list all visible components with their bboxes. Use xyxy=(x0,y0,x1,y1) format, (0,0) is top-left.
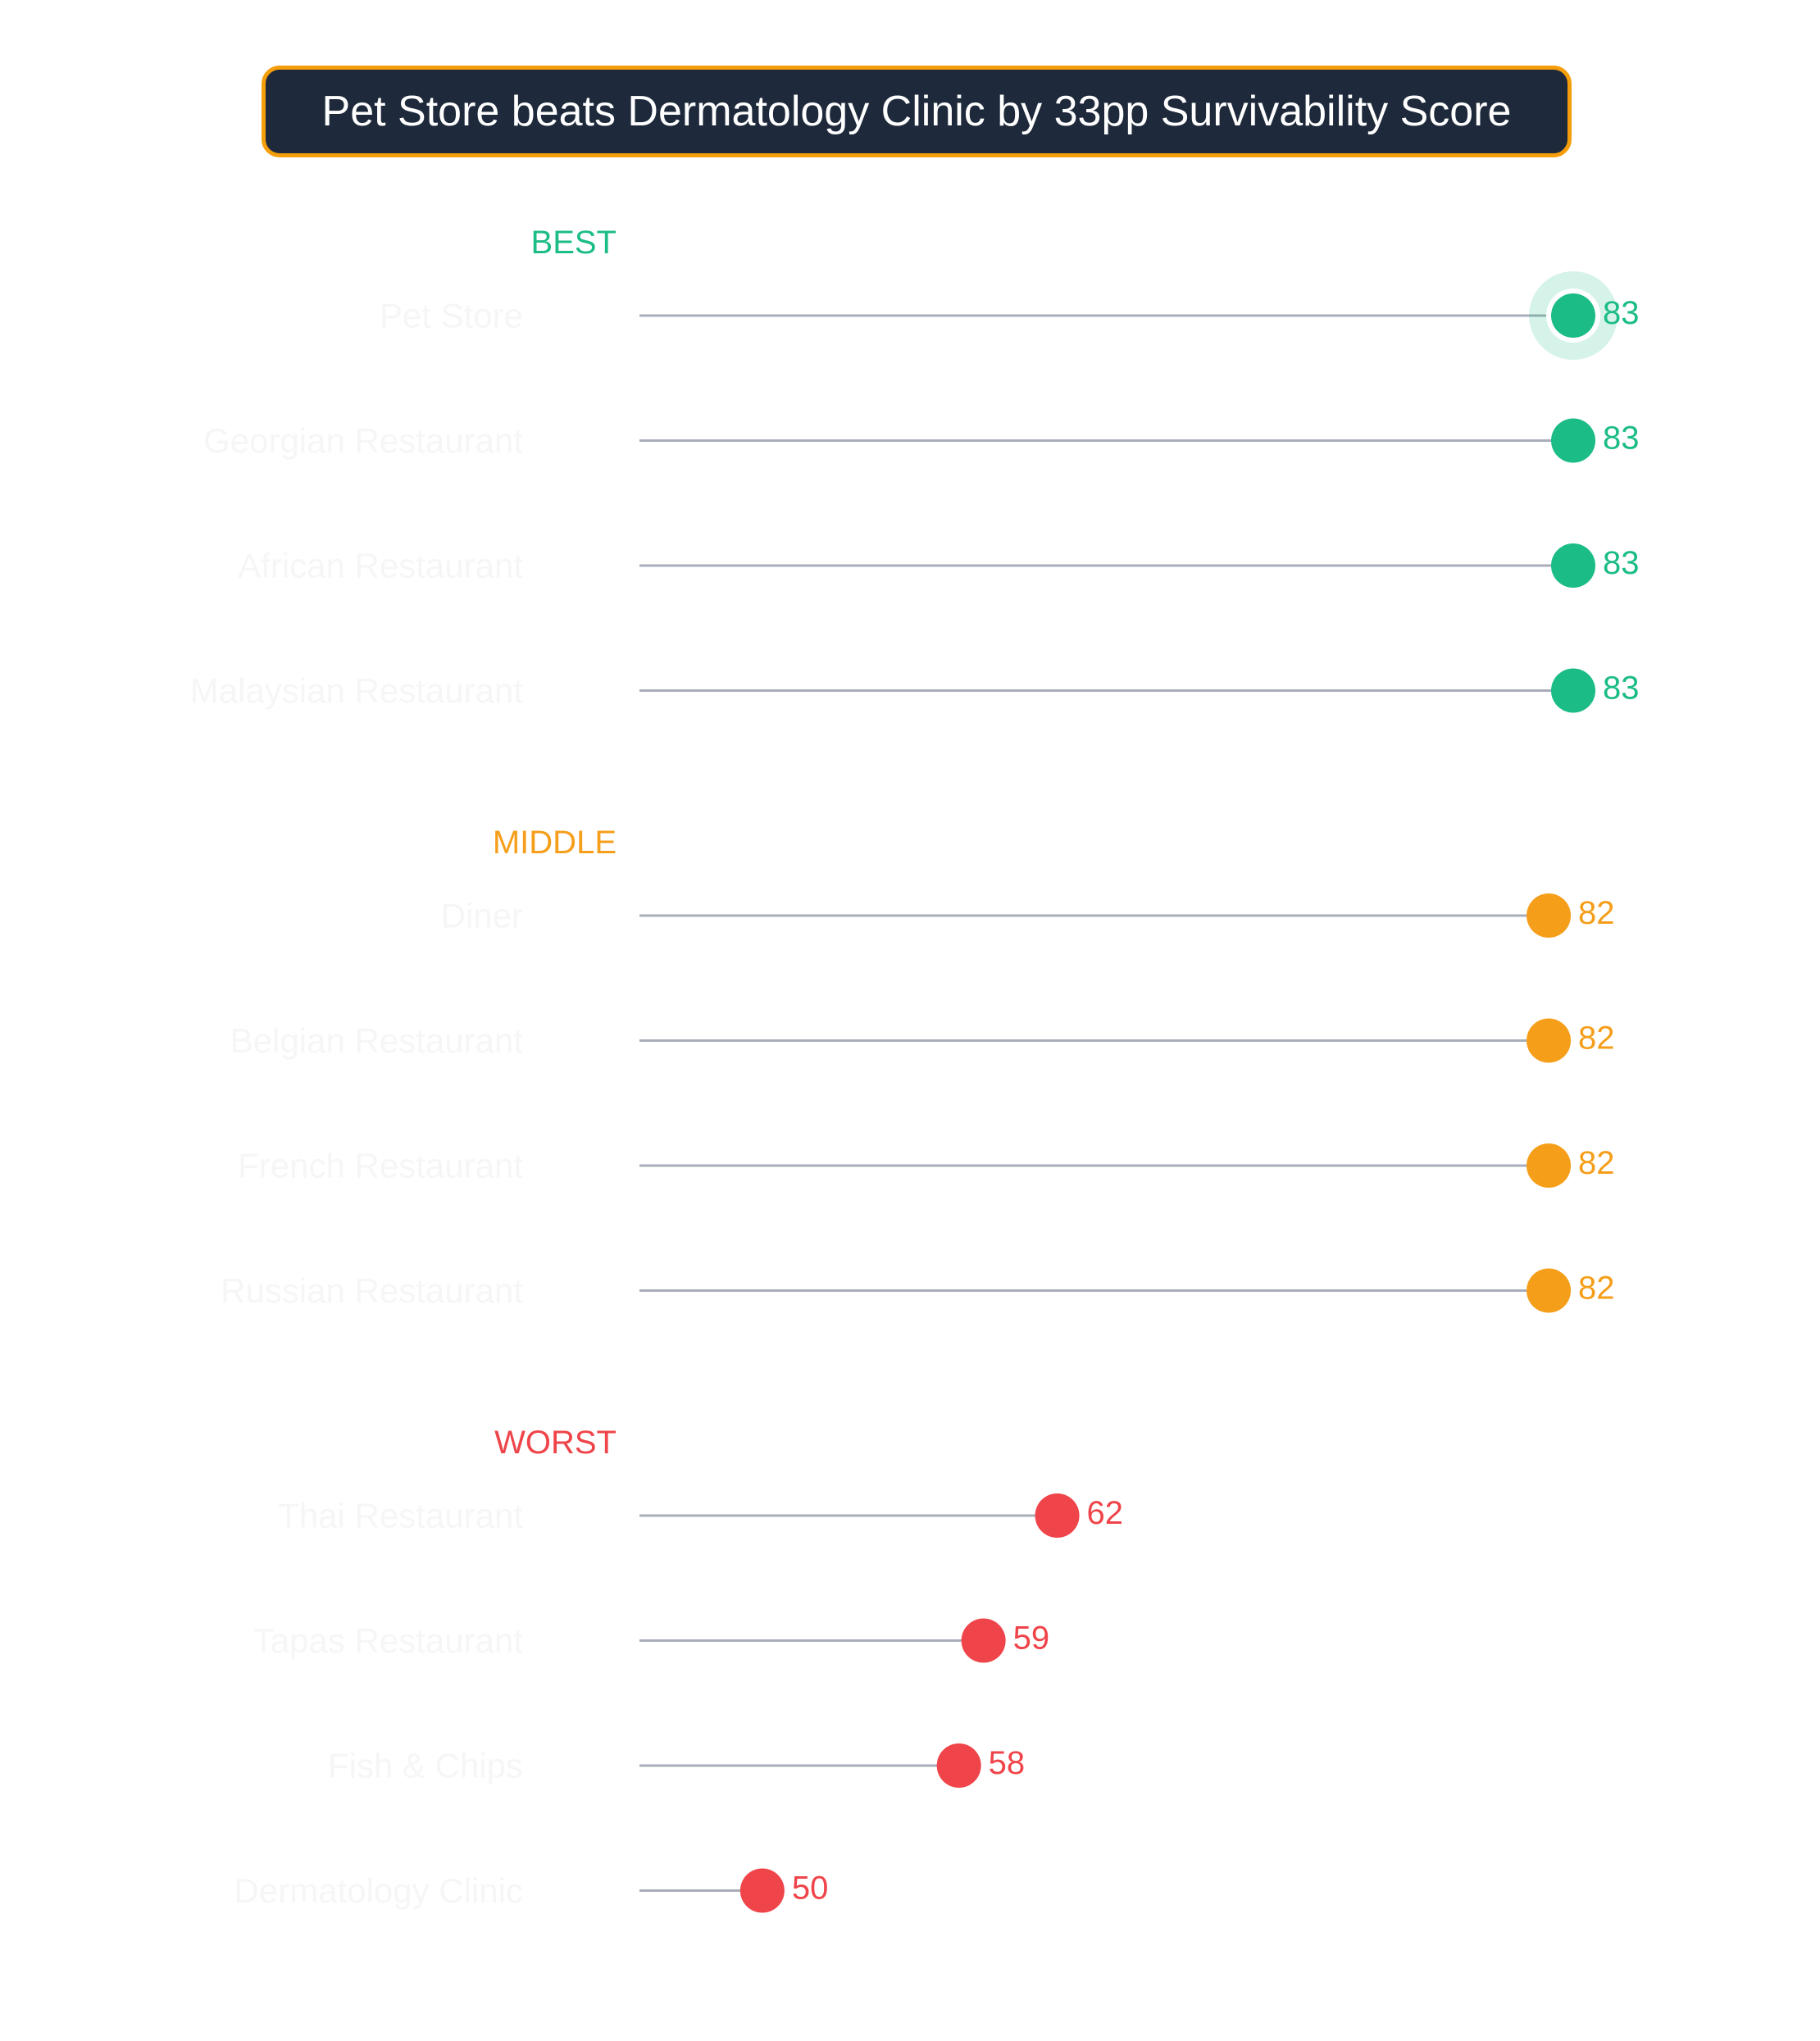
dot-french-restaurant xyxy=(1527,1143,1572,1188)
dot-tapas-restaurant xyxy=(961,1618,1006,1663)
value-label-diner: 82 xyxy=(1578,895,1615,931)
value-label-tapas-restaurant: 59 xyxy=(1013,1621,1050,1657)
group-label-middle: MIDDLE xyxy=(493,825,617,861)
category-label-dermatology-clinic: Dermatology Clinic xyxy=(234,1871,523,1910)
category-label-pet-store: Pet Store xyxy=(380,297,523,335)
value-label-dermatology-clinic: 50 xyxy=(792,1871,829,1907)
dot-diner xyxy=(1527,893,1572,938)
category-label-african-restaurant: African Restaurant xyxy=(238,547,523,585)
value-label-belgian-restaurant: 82 xyxy=(1578,1020,1615,1057)
category-label-belgian-restaurant: Belgian Restaurant xyxy=(230,1021,524,1060)
value-label-pet-store: 83 xyxy=(1603,295,1640,331)
value-label-fish-chips: 58 xyxy=(989,1745,1026,1781)
dot-dermatology-clinic xyxy=(739,1868,785,1913)
value-label-french-restaurant: 82 xyxy=(1578,1145,1615,1181)
category-label-fish-chips: Fish & Chips xyxy=(328,1747,523,1785)
category-label-thai-restaurant: Thai Restaurant xyxy=(278,1497,523,1535)
dot-pet-store xyxy=(1551,293,1596,338)
value-label-georgian-restaurant: 83 xyxy=(1603,420,1640,457)
value-label-african-restaurant: 83 xyxy=(1603,545,1640,581)
dot-georgian-restaurant xyxy=(1551,418,1596,463)
value-label-thai-restaurant: 62 xyxy=(1087,1495,1124,1531)
dot-belgian-restaurant xyxy=(1527,1018,1572,1063)
dot-russian-restaurant xyxy=(1527,1268,1572,1313)
value-label-malaysian-restaurant: 83 xyxy=(1603,670,1640,707)
dot-thai-restaurant xyxy=(1035,1493,1080,1538)
chart-title: Pet Store beats Dermatology Clinic by 33… xyxy=(321,88,1512,135)
category-label-malaysian-restaurant: Malaysian Restaurant xyxy=(190,671,524,710)
category-label-georgian-restaurant: Georgian Restaurant xyxy=(203,421,523,460)
category-label-diner: Diner xyxy=(441,897,523,935)
chart-title-box: Pet Store beats Dermatology Clinic by 33… xyxy=(262,66,1572,157)
group-label-best: BEST xyxy=(531,225,617,261)
category-label-french-restaurant: French Restaurant xyxy=(238,1147,523,1185)
group-label-worst: WORST xyxy=(494,1425,617,1461)
dot-african-restaurant xyxy=(1551,543,1596,588)
category-label-tapas-restaurant: Tapas Restaurant xyxy=(253,1621,524,1660)
value-label-russian-restaurant: 82 xyxy=(1578,1271,1615,1307)
dot-fish-chips xyxy=(936,1743,981,1788)
dot-malaysian-restaurant xyxy=(1551,668,1596,713)
category-label-russian-restaurant: Russian Restaurant xyxy=(221,1271,523,1310)
